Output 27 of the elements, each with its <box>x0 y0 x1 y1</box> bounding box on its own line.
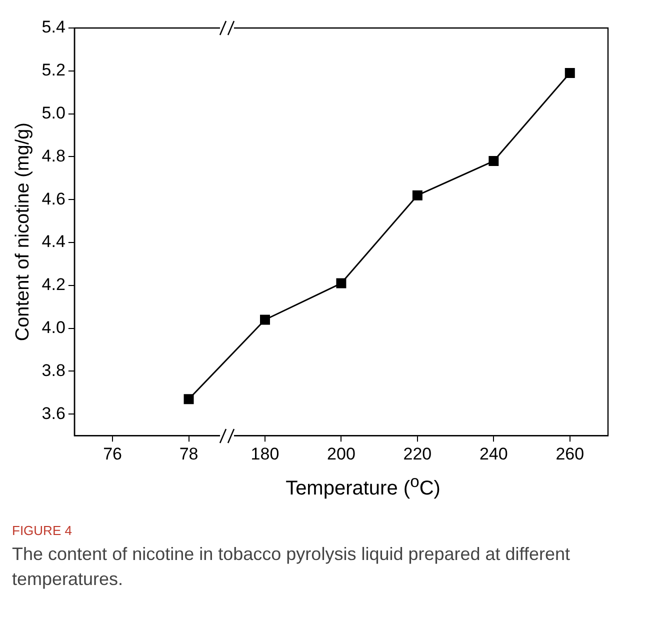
point <box>336 278 346 288</box>
x-tick-label: 240 <box>479 444 508 464</box>
x-tick-label: 180 <box>250 444 280 464</box>
y-axis-title: Content of nicotine (mg/g) <box>12 122 34 342</box>
y-tick-label: 5.0 <box>42 104 66 122</box>
y-tick-label: 4.4 <box>42 232 66 252</box>
y-tick-label: 5.2 <box>42 60 66 80</box>
y-tick-label: 4.6 <box>42 189 66 208</box>
point <box>184 394 194 404</box>
x-tick-label: 76 <box>103 444 122 464</box>
y-tick-label: 3.6 <box>42 404 66 423</box>
y-tick-label: 4.8 <box>42 146 66 166</box>
y-tick-label: 3.8 <box>42 360 66 380</box>
x-tick-label: 200 <box>327 444 356 464</box>
y-tick-label: 5.4 <box>42 18 66 37</box>
x-tick-label: 220 <box>403 444 432 464</box>
point <box>564 68 575 78</box>
point <box>260 314 270 325</box>
y-tick-label: 4.2 <box>42 275 66 294</box>
x-tick-label: 260 <box>556 444 584 464</box>
point <box>488 156 499 166</box>
point <box>412 190 422 200</box>
y-tick-label: 4.0 <box>42 318 66 338</box>
text: The content of nicotine in tobacco pyrolysis liquid prepared at different temperatures. <box>12 542 571 591</box>
caption: FIGURE 4 <box>12 522 73 538</box>
x-tick-label: 78 <box>179 444 198 464</box>
x-axis-title: Temperature ($^{o}$C) <box>284 472 442 501</box>
